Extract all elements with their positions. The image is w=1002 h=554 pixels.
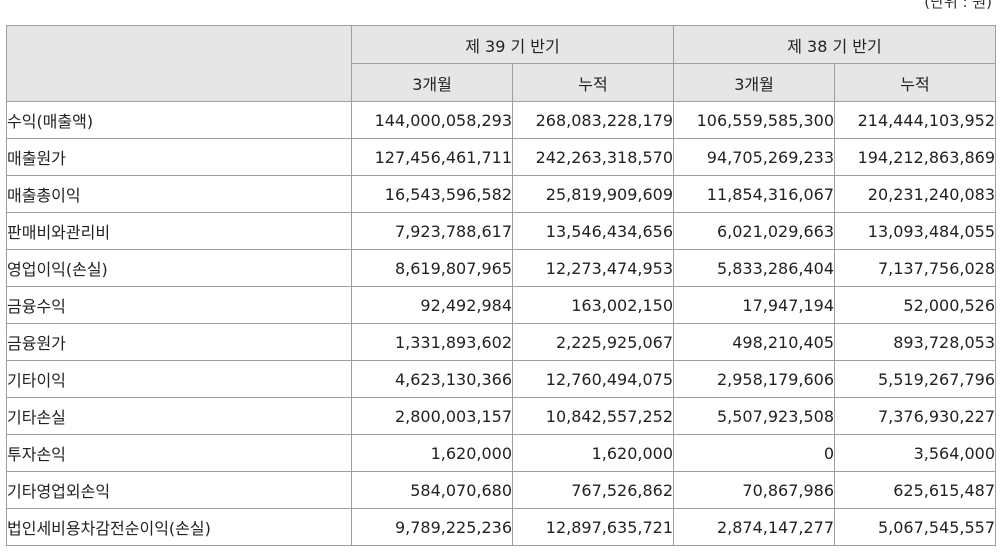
table-row: 매출원가 127,456,461,711 242,263,318,570 94,… (6, 138, 996, 176)
cell-current-cumulative: 12,897,635,721 (512, 508, 674, 546)
row-label: 금융원가 (6, 323, 352, 361)
table-row: 판매비와관리비 7,923,788,617 13,546,434,656 6,0… (6, 212, 996, 250)
cell-current-cumulative: 767,526,862 (512, 471, 674, 509)
header-period-current: 제 39 기 반기 (351, 25, 674, 64)
cell-prior-cumulative: 7,376,930,227 (834, 397, 996, 435)
cell-prior-cumulative: 625,615,487 (834, 471, 996, 509)
cell-prior-3m: 17,947,194 (673, 286, 835, 324)
cell-prior-3m: 106,559,585,300 (673, 101, 835, 139)
cell-current-3m: 144,000,058,293 (351, 101, 513, 139)
header-current-3m: 3개월 (351, 63, 513, 102)
table-row: 투자손익 1,620,000 1,620,000 0 3,564,000 (6, 434, 996, 472)
row-label: 수익(매출액) (6, 101, 352, 139)
cell-prior-cumulative: 893,728,053 (834, 323, 996, 361)
cell-prior-cumulative: 52,000,526 (834, 286, 996, 324)
cell-current-3m: 7,923,788,617 (351, 212, 513, 250)
cell-prior-cumulative: 194,212,863,869 (834, 138, 996, 176)
unit-label: (단위 : 원) (924, 0, 992, 11)
table-header: 제 39 기 반기 제 38 기 반기 3개월 누적 3개월 누적 (6, 25, 996, 102)
cell-prior-3m: 70,867,986 (673, 471, 835, 509)
cell-current-cumulative: 242,263,318,570 (512, 138, 674, 176)
cell-current-cumulative: 25,819,909,609 (512, 175, 674, 213)
table-row: 기타이익 4,623,130,366 12,760,494,075 2,958,… (6, 360, 996, 398)
cell-current-cumulative: 163,002,150 (512, 286, 674, 324)
cell-current-cumulative: 1,620,000 (512, 434, 674, 472)
table-row: 금융수익 92,492,984 163,002,150 17,947,194 5… (6, 286, 996, 324)
row-label: 투자손익 (6, 434, 352, 472)
row-label: 매출원가 (6, 138, 352, 176)
cell-prior-cumulative: 7,137,756,028 (834, 249, 996, 287)
row-label: 매출총이익 (6, 175, 352, 213)
cell-current-3m: 4,623,130,366 (351, 360, 513, 398)
header-period-prior: 제 38 기 반기 (673, 25, 996, 64)
table-row: 수익(매출액) 144,000,058,293 268,083,228,179 … (6, 101, 996, 139)
cell-current-3m: 1,620,000 (351, 434, 513, 472)
cell-prior-cumulative: 214,444,103,952 (834, 101, 996, 139)
header-prior-3m: 3개월 (673, 63, 835, 102)
table-row: 법인세비용차감전순이익(손실) 9,789,225,236 12,897,635… (6, 508, 996, 546)
header-row-periods: 제 39 기 반기 제 38 기 반기 (6, 25, 996, 102)
cell-current-cumulative: 12,273,474,953 (512, 249, 674, 287)
row-label: 영업이익(손실) (6, 249, 352, 287)
cell-current-cumulative: 10,842,557,252 (512, 397, 674, 435)
cell-prior-cumulative: 20,231,240,083 (834, 175, 996, 213)
row-label: 금융수익 (6, 286, 352, 324)
row-label: 기타손실 (6, 397, 352, 435)
cell-current-3m: 16,543,596,582 (351, 175, 513, 213)
table-row: 기타영업외손익 584,070,680 767,526,862 70,867,9… (6, 471, 996, 509)
table-row: 금융원가 1,331,893,602 2,225,925,067 498,210… (6, 323, 996, 361)
cell-current-3m: 1,331,893,602 (351, 323, 513, 361)
cell-prior-3m: 498,210,405 (673, 323, 835, 361)
cell-prior-3m: 2,874,147,277 (673, 508, 835, 546)
row-label: 판매비와관리비 (6, 212, 352, 250)
cell-prior-3m: 5,507,923,508 (673, 397, 835, 435)
cell-prior-3m: 2,958,179,606 (673, 360, 835, 398)
table-row: 매출총이익 16,543,596,582 25,819,909,609 11,8… (6, 175, 996, 213)
cell-current-3m: 127,456,461,711 (351, 138, 513, 176)
header-prior-cumulative: 누적 (834, 63, 996, 102)
cell-current-cumulative: 12,760,494,075 (512, 360, 674, 398)
cell-prior-3m: 11,854,316,067 (673, 175, 835, 213)
table-body: 수익(매출액) 144,000,058,293 268,083,228,179 … (6, 101, 996, 546)
row-label: 기타이익 (6, 360, 352, 398)
row-label: 법인세비용차감전순이익(손실) (6, 508, 352, 546)
table-row: 기타손실 2,800,003,157 10,842,557,252 5,507,… (6, 397, 996, 435)
cell-current-3m: 8,619,807,965 (351, 249, 513, 287)
header-current-cumulative: 누적 (512, 63, 674, 102)
row-label: 기타영업외손익 (6, 471, 352, 509)
cell-prior-3m: 0 (673, 434, 835, 472)
cell-prior-3m: 5,833,286,404 (673, 249, 835, 287)
cell-prior-3m: 6,021,029,663 (673, 212, 835, 250)
cell-prior-cumulative: 5,067,545,557 (834, 508, 996, 546)
cell-current-3m: 9,789,225,236 (351, 508, 513, 546)
cell-prior-cumulative: 5,519,267,796 (834, 360, 996, 398)
cell-prior-3m: 94,705,269,233 (673, 138, 835, 176)
header-row-subcolumns: 3개월 누적 3개월 누적 (7, 63, 996, 102)
cell-prior-cumulative: 13,093,484,055 (834, 212, 996, 250)
cell-current-3m: 2,800,003,157 (351, 397, 513, 435)
cell-prior-cumulative: 3,564,000 (834, 434, 996, 472)
table-row: 영업이익(손실) 8,619,807,965 12,273,474,953 5,… (6, 249, 996, 287)
header-blank-cell (6, 25, 352, 102)
cell-current-3m: 92,492,984 (351, 286, 513, 324)
cell-current-cumulative: 268,083,228,179 (512, 101, 674, 139)
cell-current-3m: 584,070,680 (351, 471, 513, 509)
income-statement-table: 제 39 기 반기 제 38 기 반기 3개월 누적 3개월 누적 수익(매출액… (6, 25, 996, 546)
cell-current-cumulative: 2,225,925,067 (512, 323, 674, 361)
cell-current-cumulative: 13,546,434,656 (512, 212, 674, 250)
